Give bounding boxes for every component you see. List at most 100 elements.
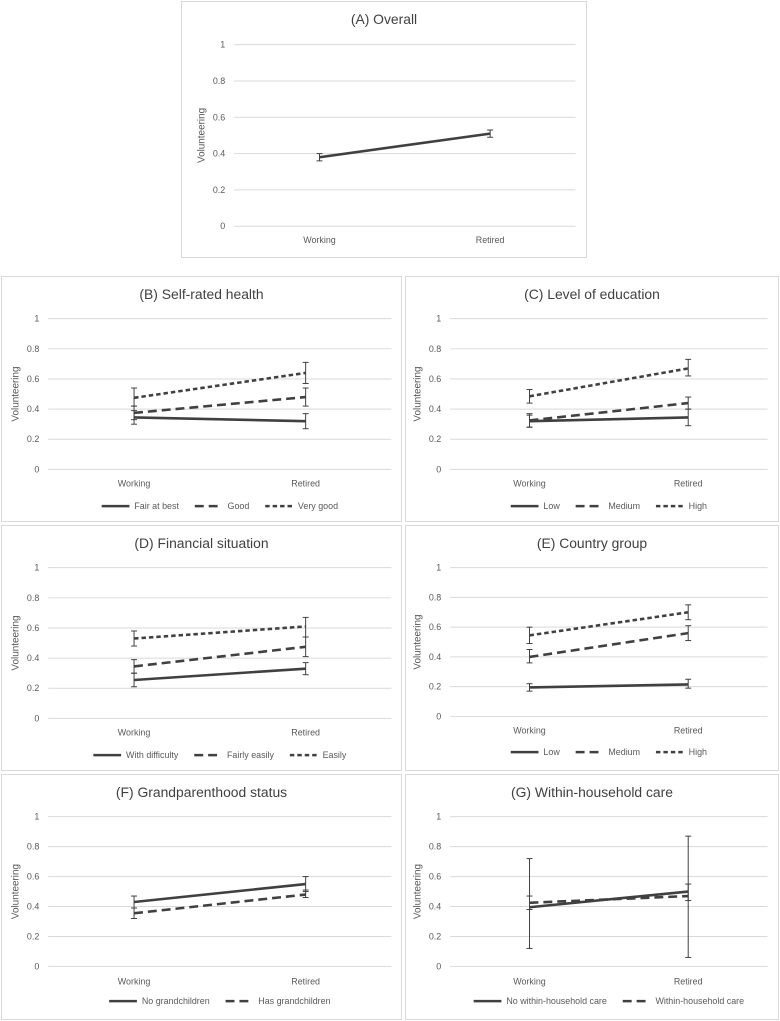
series-line (529, 401, 689, 422)
legend-label: High (689, 747, 707, 757)
legend-item: Within-household care (622, 996, 744, 1006)
y-tick-label: 0.2 (429, 682, 441, 692)
y-tick-label: 0.8 (27, 593, 39, 603)
chart-title: (B) Self-rated health (139, 286, 263, 302)
chart-svg: (A) Overall 0 0.2 0.4 0.6 0.8 1 Volunteering Wor… (196, 11, 576, 245)
y-tick-label: 0.6 (27, 374, 39, 384)
y-tick-label: 0.8 (429, 592, 441, 602)
legend-item: Low (510, 501, 560, 511)
panel-e-country-group: (E) Country group 0 0.2 0.4 0.6 0.8 1 Volunteer… (405, 525, 779, 771)
legend-label: Medium (608, 501, 640, 511)
x-tick-label: Retired (291, 727, 320, 737)
chart-svg: (E) Country group 0 0.2 0.4 0.6 0.8 1 Volunteer… (412, 535, 768, 757)
y-tick-label: 1 (34, 812, 39, 822)
y-axis-label: Volunteering (412, 366, 423, 421)
panel-a-overall: (A) Overall 0 0.2 0.4 0.6 0.8 1 Volunteering Wor… (181, 1, 587, 258)
y-tick-label: 0.6 (27, 623, 39, 633)
series-line (529, 367, 689, 398)
legend-label: No within-household care (506, 996, 607, 1006)
y-tick-label: 0.4 (429, 901, 441, 911)
y-tick-label: 0 (436, 711, 441, 721)
legend-label: Fairly easily (227, 750, 275, 760)
x-tick-label: Retired (674, 725, 703, 735)
chart-title: (F) Grandparenthood status (116, 784, 287, 800)
chart-svg: (G) Within-household care 0 0.2 0.4 0.6 0.8 1 V… (412, 784, 768, 1006)
legend-label: High (689, 501, 707, 511)
y-tick-label: 0.2 (27, 931, 39, 941)
legend-item: Fair at best (101, 501, 179, 511)
y-tick-label: 1 (436, 314, 441, 324)
legend-label: Easily (323, 750, 347, 760)
y-tick-label: 0 (34, 961, 39, 971)
legend-label: With difficulty (126, 750, 179, 760)
series-line (319, 132, 491, 159)
y-tick-label: 1 (34, 314, 39, 324)
legend-item: Fairly easily (194, 750, 275, 760)
legend-item: No within-household care (473, 996, 607, 1006)
chart-svg: (F) Grandparenthood status 0 0.2 0.4 0.6 0.8 1… (10, 784, 392, 1006)
legend-item: With difficulty (93, 750, 179, 760)
x-tick-label: Working (118, 976, 151, 986)
series-line (529, 416, 689, 423)
y-tick-label: 0.2 (213, 185, 225, 195)
y-tick-label: 0.6 (27, 872, 39, 882)
y-tick-label: 0.8 (429, 344, 441, 354)
legend: With difficulty Fairly easily Easily (93, 750, 347, 760)
y-tick-label: 0.6 (213, 112, 225, 122)
legend: Fair at best Good Very good (101, 501, 338, 511)
chart-title: (D) Financial situation (134, 535, 268, 551)
chart-svg: (C) Level of education 0 0.2 0.4 0.6 0.8 1 Volu… (412, 286, 768, 511)
x-tick-label: Retired (674, 478, 703, 488)
series-line (133, 371, 306, 400)
y-tick-label: 0.2 (429, 434, 441, 444)
legend-label: No grandchildren (142, 996, 210, 1006)
y-tick-label: 0.4 (429, 404, 441, 414)
x-tick-label: Retired (291, 976, 320, 986)
y-tick-label: 0.8 (429, 842, 441, 852)
y-tick-label: 1 (436, 563, 441, 573)
y-tick-label: 0.6 (429, 374, 441, 384)
legend-item: Good (194, 501, 249, 511)
panel-c-level-of-education: (C) Level of education 0 0.2 0.4 0.6 0.8 1 Volu… (405, 276, 779, 522)
y-tick-label: 0 (220, 221, 225, 231)
x-tick-label: Working (513, 478, 546, 488)
series-line (529, 894, 689, 905)
x-tick-label: Working (513, 725, 546, 735)
y-tick-label: 0.6 (429, 622, 441, 632)
series-line (529, 890, 689, 909)
y-tick-label: 0 (436, 961, 441, 971)
legend-item: Very good (265, 501, 338, 511)
panel-f-grandparenthood-status: (F) Grandparenthood status 0 0.2 0.4 0.6 0.8 1… (1, 774, 402, 1020)
chart-title: (A) Overall (351, 11, 417, 27)
y-axis-label: Volunteering (196, 108, 207, 163)
panel-d-financial-situation: (D) Financial situation 0 0.2 0.4 0.6 0.8 1 Vol… (1, 525, 402, 771)
chart-svg: (B) Self-rated health 0 0.2 0.4 0.6 0.8 1 Volun… (10, 286, 392, 511)
y-tick-label: 0.4 (27, 901, 39, 911)
y-tick-label: 1 (436, 812, 441, 822)
y-tick-label: 0.8 (27, 842, 39, 852)
x-tick-label: Working (303, 235, 336, 245)
series-line (133, 395, 306, 415)
chart-title: (E) Country group (537, 535, 648, 551)
series-line (133, 645, 306, 668)
legend-item: Easily (289, 750, 347, 760)
legend-item: Has grandchildren (225, 996, 331, 1006)
legend-item: Low (510, 747, 560, 757)
legend-item: High (655, 747, 707, 757)
y-tick-label: 0.6 (429, 872, 441, 882)
chart-title: (G) Within-household care (511, 784, 673, 800)
x-tick-label: Retired (674, 976, 703, 986)
y-axis-label: Volunteering (412, 615, 423, 670)
x-tick-label: Retired (476, 235, 505, 245)
series-line (529, 631, 689, 659)
legend-label: Low (543, 747, 560, 757)
y-tick-label: 0.8 (27, 344, 39, 354)
legend-label: Fair at best (134, 501, 179, 511)
y-axis-label: Volunteering (10, 366, 21, 421)
legend-item: High (655, 501, 707, 511)
y-tick-label: 0.2 (429, 931, 441, 941)
y-tick-label: 0.2 (27, 434, 39, 444)
series-line (133, 882, 306, 904)
x-tick-label: Working (513, 976, 546, 986)
y-tick-label: 0 (34, 713, 39, 723)
